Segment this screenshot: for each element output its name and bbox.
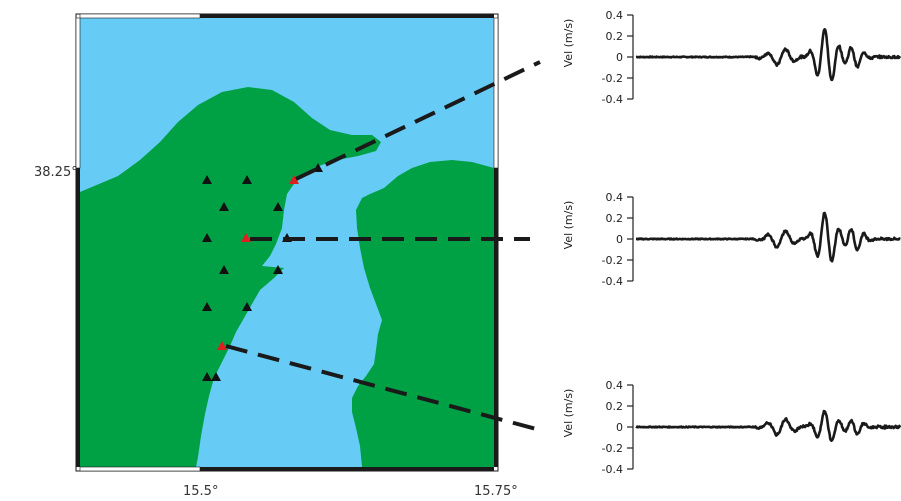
lon-label-2: 15.75° bbox=[474, 484, 518, 499]
trace-panel-1: 0.4 0.2 0 -0.2 -0.4 Vel (m/s) bbox=[562, 9, 901, 106]
station-marker bbox=[273, 265, 283, 274]
y-tick-label: -0.2 bbox=[602, 72, 623, 85]
lat-label: 38.25° bbox=[34, 165, 78, 180]
velocity-trace bbox=[635, 409, 901, 442]
lon-label-1: 15.5° bbox=[183, 484, 218, 499]
station-marker bbox=[211, 372, 221, 381]
y-tick-label: 0.4 bbox=[606, 191, 624, 204]
land-west bbox=[80, 87, 381, 467]
station-marker bbox=[242, 175, 252, 184]
map-panel: 38.25° 15.5° 15.75° bbox=[34, 13, 541, 499]
y-tick-label: -0.4 bbox=[602, 463, 623, 476]
velocity-trace bbox=[635, 28, 901, 82]
station-marker bbox=[202, 302, 212, 311]
y-tick-label: 0.2 bbox=[606, 400, 624, 413]
connector-line-3 bbox=[225, 344, 541, 432]
connector-lines bbox=[225, 60, 541, 432]
y-tick-label: 0 bbox=[616, 421, 623, 434]
y-tick-label: -0.4 bbox=[602, 93, 623, 106]
station-marker bbox=[202, 372, 212, 381]
y-tick-label: 0 bbox=[616, 233, 623, 246]
y-axis-title: Vel (m/s) bbox=[562, 389, 575, 438]
station-marker bbox=[273, 202, 283, 211]
trace-panel-3: 0.4 0.2 0 -0.2 -0.4 Vel (m/s) bbox=[562, 379, 901, 476]
y-tick-label: -0.4 bbox=[602, 275, 623, 288]
y-tick-label: 0.2 bbox=[606, 212, 624, 225]
station-marker bbox=[219, 202, 229, 211]
y-tick-label: -0.2 bbox=[602, 442, 623, 455]
map-frame bbox=[75, 13, 499, 472]
station-marker bbox=[202, 175, 212, 184]
station-marker bbox=[242, 302, 252, 311]
velocity-trace bbox=[635, 211, 901, 263]
y-tick-label: 0 bbox=[616, 51, 623, 64]
connector-line-1 bbox=[295, 60, 541, 181]
highlighted-station-3 bbox=[217, 341, 227, 350]
highlighted-station-1 bbox=[289, 175, 299, 184]
station-marker bbox=[219, 265, 229, 274]
highlighted-station-2 bbox=[241, 233, 251, 242]
y-axis-title: Vel (m/s) bbox=[562, 201, 575, 250]
y-tick-label: 0.4 bbox=[606, 9, 624, 22]
station-marker bbox=[202, 233, 212, 242]
trace-panel-2: 0.4 0.2 0 -0.2 -0.4 Vel (m/s) bbox=[562, 191, 901, 288]
y-tick-label: -0.2 bbox=[602, 254, 623, 267]
highlighted-station-group bbox=[217, 175, 299, 350]
y-tick-label: 0.4 bbox=[606, 379, 624, 392]
y-tick-label: 0.2 bbox=[606, 30, 624, 43]
y-axis-title: Vel (m/s) bbox=[562, 19, 575, 68]
